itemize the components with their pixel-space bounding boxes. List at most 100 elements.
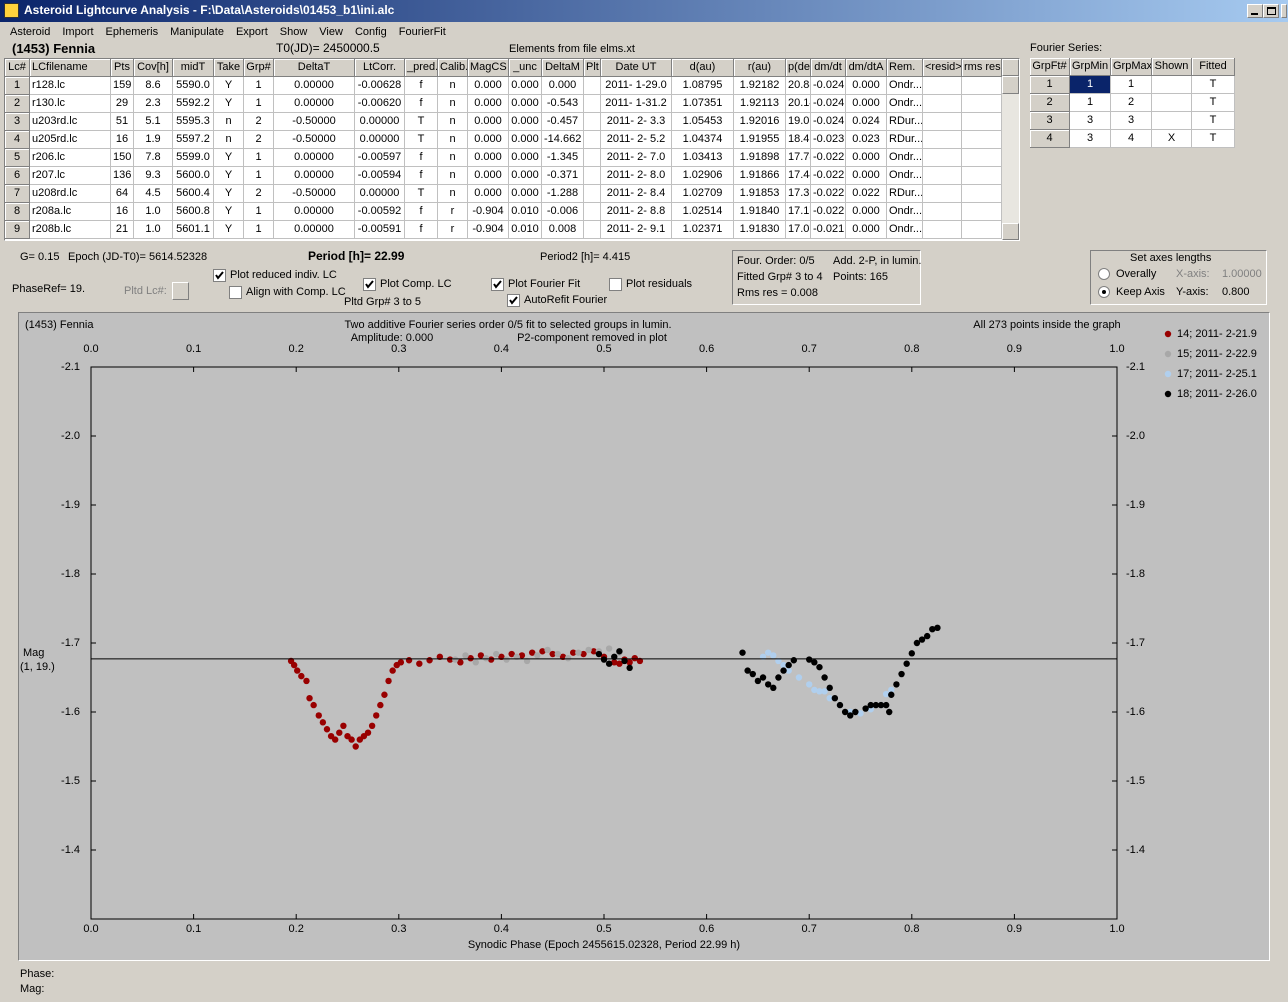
checkbox-label[interactable]: Plot Comp. LC	[380, 278, 452, 290]
table-cell: -0.371	[542, 167, 584, 185]
column-header[interactable]: Calib.	[438, 59, 468, 77]
column-header[interactable]: p(deg)	[786, 59, 811, 77]
column-header[interactable]: LCfilename	[30, 59, 111, 77]
column-header[interactable]: rms res	[962, 59, 1002, 77]
row-header[interactable]: 2	[1030, 94, 1070, 112]
column-header[interactable]: Lc#	[5, 59, 30, 77]
table-cell: 0.022	[846, 185, 887, 203]
checkbox[interactable]	[507, 294, 520, 307]
data-point	[903, 660, 910, 667]
data-point	[364, 729, 372, 736]
table-cell: -0.50000	[274, 131, 355, 149]
x-tick-label: 0.4	[494, 343, 509, 355]
app-icon	[4, 3, 19, 18]
row-header[interactable]: 1	[5, 77, 30, 95]
close-button[interactable]	[1281, 4, 1287, 18]
column-header[interactable]: LtCorr.	[355, 59, 405, 77]
menu-item[interactable]: Config	[354, 26, 387, 38]
row-header[interactable]: 3	[5, 113, 30, 131]
table-cell: Y	[214, 95, 244, 113]
checkbox[interactable]	[363, 278, 376, 291]
column-header[interactable]: midT	[173, 59, 214, 77]
column-header[interactable]: Date UT	[601, 59, 672, 77]
table-cell: 0.000	[509, 131, 542, 149]
table-cell	[962, 149, 1002, 167]
row-header[interactable]: 2	[5, 95, 30, 113]
checkbox-label[interactable]: Plot residuals	[626, 278, 693, 290]
row-header[interactable]: 5	[5, 149, 30, 167]
column-header[interactable]: GrpFt#	[1030, 58, 1070, 76]
table-cell: 0.000	[468, 185, 509, 203]
column-header[interactable]: _unc	[509, 59, 542, 77]
phase-ref: PhaseRef= 19.	[12, 283, 86, 295]
checkbox-label[interactable]: Plot reduced indiv. LC	[230, 269, 337, 281]
column-header[interactable]: GrpMax	[1111, 58, 1152, 76]
data-point	[918, 636, 926, 643]
column-header[interactable]: Grp#	[244, 59, 274, 77]
menu-item[interactable]: FourierFit	[398, 26, 446, 38]
row-header[interactable]: 3	[1030, 112, 1070, 130]
maximize-button[interactable]	[1263, 4, 1279, 18]
menu-item[interactable]: Asteroid	[10, 26, 51, 38]
column-header[interactable]: dm/dtA	[846, 59, 887, 77]
radio-label[interactable]: Keep Axis	[1116, 286, 1165, 298]
radio-label[interactable]: Overally	[1116, 268, 1157, 280]
checkbox[interactable]	[491, 278, 504, 291]
data-point	[405, 657, 413, 664]
column-header[interactable]: _pred.	[405, 59, 438, 77]
menu-item[interactable]: Ephemeris	[105, 26, 159, 38]
checkbox-label[interactable]: Align with Comp. LC	[246, 286, 346, 298]
column-header[interactable]: Fitted	[1192, 58, 1235, 76]
scroll-down[interactable]	[1002, 223, 1019, 240]
data-point	[294, 667, 301, 674]
scroll-up[interactable]	[1002, 59, 1019, 76]
menu-item[interactable]: Import	[62, 26, 94, 38]
row-header[interactable]: 9	[5, 221, 30, 239]
table-cell: r208b.lc	[30, 221, 111, 239]
menu-item[interactable]: Export	[235, 26, 268, 38]
chart-name: (1453) Fennia	[25, 319, 94, 331]
column-header[interactable]: d(au)	[672, 59, 734, 77]
row-header[interactable]: 1	[1030, 76, 1070, 94]
data-point	[452, 656, 459, 663]
column-header[interactable]: dm/dt	[811, 59, 846, 77]
column-header[interactable]: DeltaM	[542, 59, 584, 77]
legend-marker	[1164, 350, 1172, 358]
column-header[interactable]: DeltaT	[274, 59, 355, 77]
column-header[interactable]: GrpMin	[1070, 58, 1111, 76]
checkbox[interactable]	[229, 286, 242, 299]
pltd-lc-spinner[interactable]	[172, 282, 189, 300]
column-header[interactable]: r(au)	[734, 59, 786, 77]
table-cell	[923, 203, 962, 221]
menu-item[interactable]: View	[319, 26, 343, 38]
row-header[interactable]: 4	[1030, 130, 1070, 148]
row-header[interactable]: 7	[5, 185, 30, 203]
column-header[interactable]: Shown	[1152, 58, 1192, 76]
column-header[interactable]: Rem.	[887, 59, 923, 77]
column-header[interactable]: Plt	[584, 59, 601, 77]
scroll-thumb[interactable]	[1002, 76, 1019, 94]
row-header[interactable]: 8	[5, 203, 30, 221]
row-header[interactable]: 4	[5, 131, 30, 149]
table-cell: -0.022	[811, 167, 846, 185]
checkbox-label[interactable]: AutoRefit Fourier	[524, 294, 608, 306]
minimize-button[interactable]	[1247, 4, 1263, 18]
checkbox-label[interactable]: Plot Fourier Fit	[508, 278, 581, 290]
checkbox[interactable]	[213, 269, 226, 282]
row-header[interactable]: 6	[5, 167, 30, 185]
column-header[interactable]: Cov[h]	[134, 59, 173, 77]
scrollbar[interactable]	[1002, 59, 1019, 240]
data-point	[377, 701, 384, 709]
menu-item[interactable]: Manipulate	[170, 26, 224, 38]
checkbox[interactable]	[609, 278, 622, 291]
table-cell: -0.904	[468, 221, 509, 239]
radio[interactable]	[1098, 286, 1110, 298]
table-cell: r130.lc	[30, 95, 111, 113]
radio[interactable]	[1098, 268, 1110, 280]
column-header[interactable]: Take	[214, 59, 244, 77]
column-header[interactable]: MagCS	[468, 59, 509, 77]
menu-item[interactable]: Show	[279, 26, 308, 38]
column-header[interactable]: <resid>	[923, 59, 962, 77]
column-header[interactable]: Pts	[111, 59, 134, 77]
data-point	[872, 701, 880, 709]
